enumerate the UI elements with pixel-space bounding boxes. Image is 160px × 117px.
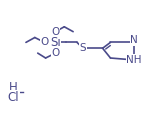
Text: O: O	[51, 48, 60, 58]
Text: Cl: Cl	[7, 91, 19, 104]
Text: O: O	[40, 37, 49, 47]
Text: NH: NH	[126, 55, 142, 65]
Text: H: H	[9, 81, 18, 94]
Text: Si: Si	[50, 36, 61, 49]
Text: N: N	[130, 35, 138, 45]
Text: O: O	[51, 27, 60, 37]
Text: S: S	[80, 43, 86, 53]
